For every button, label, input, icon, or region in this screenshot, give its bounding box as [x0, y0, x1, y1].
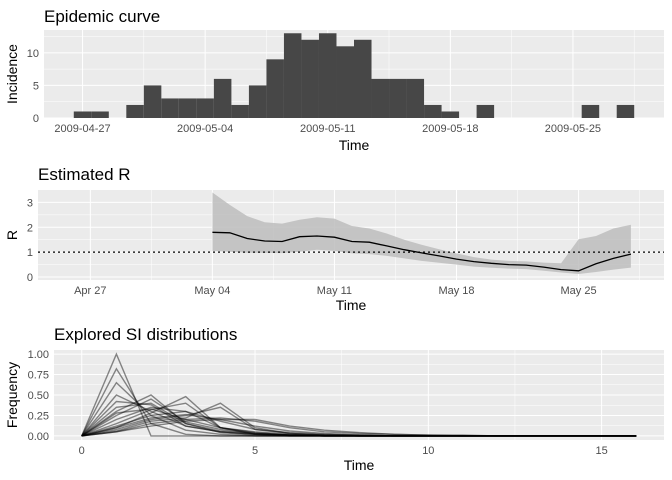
epidemic-curve-bar	[213, 78, 232, 118]
estimated-r-mean-line	[212, 231, 632, 272]
epidemic-curve-bar	[336, 46, 354, 118]
si-distribution-line	[81, 417, 637, 437]
si-distribution-line	[81, 402, 637, 437]
si-distribution-line	[81, 402, 637, 437]
si-distributions-x-tick-label: 15	[595, 445, 607, 457]
epidemic-curve-bar	[266, 59, 284, 118]
si-distributions-x-ticks: 0 5 10 15	[79, 445, 608, 457]
epidemic-curve-y-tick-label: 0	[33, 113, 39, 125]
estimated-r-x-tick-label: May 18	[438, 285, 474, 297]
estimated-r-confidence-ribbon	[212, 192, 631, 274]
si-distribution-line	[81, 394, 637, 437]
estimated-r-y-tick-label: 0	[27, 272, 33, 284]
si-distributions-y-tick-label: 0.00	[28, 431, 49, 443]
estimated-r-x-tick-label: May 11	[317, 285, 352, 297]
si-distributions-y-ticks: 0.00 0.25 0.50 0.75 1.00	[28, 349, 49, 443]
si-distributions-y-label: Frequency	[4, 362, 20, 428]
estimated-r-x-tick-label: Apr 27	[74, 285, 106, 297]
epidemic-curve-bar	[126, 104, 144, 118]
epidemic-curve-x-tick-label: 2009-05-25	[545, 123, 601, 135]
epidemic-curve-bar	[231, 104, 249, 118]
epidemic-curve-bar	[161, 98, 179, 118]
si-distributions-y-tick-label: 0.50	[28, 390, 49, 402]
estimated-r-y-ticks: 0 1 2 3	[27, 197, 33, 284]
epidemic-curve-bar	[389, 78, 407, 118]
si-distributions-x-label: Time	[344, 457, 375, 473]
epidemic-curve-x-ticks: 2009-04-27 2009-05-04 2009-05-11 2009-05-18…	[54, 123, 601, 135]
si-distributions-x-tick-label: 0	[79, 445, 85, 457]
estimated-r-panel: Estimated R 0 1 2 3 Apr 27 May 04 May 11 May 1…	[4, 165, 664, 313]
si-distributions-lines	[81, 352, 637, 437]
si-distribution-line	[81, 352, 637, 437]
epidemic-curve-bar	[143, 85, 162, 118]
epidemic-curve-x-tick-label: 2009-05-11	[300, 123, 355, 135]
si-distribution-line	[81, 418, 637, 437]
si-distribution-line	[81, 406, 637, 437]
estimated-r-x-tick-label: May 04	[194, 285, 230, 297]
epidemic-curve-y-ticks: 0 5 10	[27, 48, 39, 125]
epidemic-curve-bars	[73, 33, 635, 118]
epidemic-curve-bar	[318, 33, 337, 118]
si-distributions-y-tick-label: 0.75	[28, 370, 49, 382]
epidemic-curve-bar	[581, 104, 600, 118]
si-distribution-line	[81, 406, 637, 437]
epidemic-curve-bar	[424, 104, 442, 118]
epidemic-curve-x-tick-label: 2009-05-18	[422, 123, 478, 135]
epidemic-curve-x-tick-label: 2009-04-27	[54, 123, 110, 135]
estimated-r-title: Estimated R	[38, 165, 131, 184]
epidemic-curve-bar	[441, 111, 460, 118]
estimated-r-x-tick-label: May 25	[561, 285, 597, 297]
epidemic-curve-bar	[476, 104, 495, 118]
epidemic-curve-bar	[73, 111, 92, 118]
epidemic-curve-y-label: Incidence	[4, 44, 20, 104]
epidemic-curve-bar	[354, 39, 372, 118]
si-distribution-line	[81, 410, 637, 437]
si-distribution-line	[81, 400, 637, 437]
epidemic-curve-panel: Epidemic curve 0 5 10 2009-04-27 2009-05-04…	[4, 7, 664, 153]
epidemic-curve-bar	[283, 33, 302, 118]
si-distribution-line	[81, 413, 637, 437]
epidemic-curve-y-tick-label: 5	[33, 80, 39, 92]
estimated-r-y-tick-label: 2	[27, 222, 33, 234]
si-distribution-line	[81, 367, 637, 437]
si-distribution-line	[81, 402, 637, 437]
estimated-r-x-ticks: Apr 27 May 04 May 11 May 18 May 25	[74, 285, 596, 297]
si-distribution-line	[81, 398, 637, 437]
estimated-r-y-label: R	[4, 230, 20, 240]
si-distributions-y-tick-label: 0.25	[28, 410, 49, 422]
epidemic-curve-x-tick-label: 2009-05-04	[177, 123, 233, 135]
epidemic-curve-bar	[178, 98, 197, 118]
si-distributions-gridlines	[54, 350, 664, 440]
estimated-r-x-label: Time	[336, 297, 367, 313]
si-distributions-x-tick-label: 5	[252, 445, 258, 457]
epidemic-curve-bar	[248, 85, 267, 118]
si-distributions-panel: Explored SI distributions 0.000.250.500.…	[4, 325, 664, 473]
si-distributions-y-tick-label: 1.00	[28, 349, 49, 361]
epidemic-curve-bar	[616, 104, 635, 118]
si-distribution-line	[81, 395, 637, 437]
epidemic-curve-bar	[406, 78, 425, 118]
si-distribution-line	[81, 394, 637, 437]
epidemic-curve-bar	[91, 111, 109, 118]
epidemic-curve-title: Epidemic curve	[44, 7, 160, 26]
epidemic-curve-bar	[371, 78, 390, 118]
si-distributions-title: Explored SI distributions	[54, 325, 237, 344]
epidemic-curve-bar	[196, 98, 214, 118]
epidemic-curve-bar	[301, 39, 319, 118]
si-distributions-x-tick-label: 10	[422, 445, 434, 457]
estimated-r-y-tick-label: 3	[27, 197, 33, 209]
epidemic-curve-y-tick-label: 10	[27, 48, 39, 60]
epidemic-curve-x-label: Time	[339, 137, 370, 153]
si-distribution-line	[81, 408, 637, 437]
si-distribution-line	[81, 381, 637, 437]
estimated-r-y-tick-label: 1	[27, 247, 33, 259]
